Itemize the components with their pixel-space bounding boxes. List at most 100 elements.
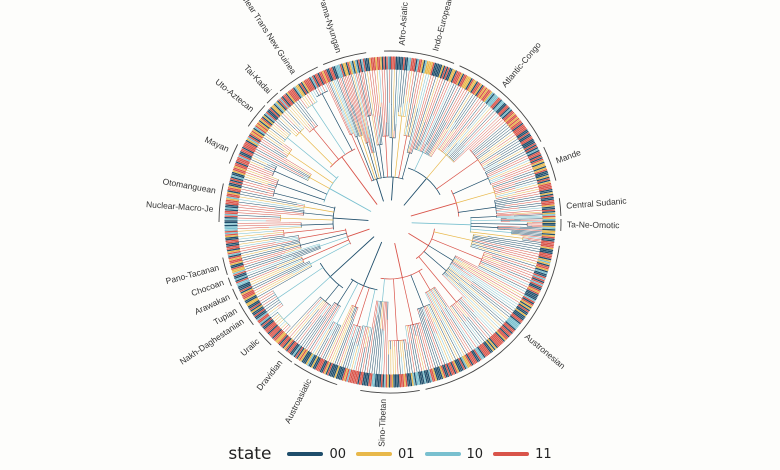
leaf-branch	[308, 299, 324, 316]
tip-mark	[537, 257, 551, 262]
leaf-branch	[407, 342, 413, 374]
leaf-branch	[522, 237, 531, 239]
family-bracket-pama-nyungan	[323, 52, 367, 66]
leaf-branch	[346, 128, 351, 136]
tip-mark	[375, 56, 378, 71]
tip-mark	[517, 304, 530, 313]
tip-mark	[274, 102, 285, 113]
tip-mark	[373, 57, 377, 71]
tip-mark	[361, 372, 366, 386]
tip-mark	[293, 87, 302, 99]
tip-mark	[264, 321, 275, 331]
tip-mark	[436, 366, 442, 380]
clade-spoke	[403, 177, 428, 206]
leaf-branch	[267, 183, 277, 187]
tip-mark	[501, 325, 512, 335]
tip-mark	[230, 177, 244, 183]
family-label-ta-ne-omotic: Ta-Ne-Omotic	[567, 219, 620, 230]
leaf-branch	[447, 97, 480, 143]
tip-mark	[510, 314, 522, 323]
tip-mark	[533, 164, 546, 171]
tip-mark	[241, 289, 254, 297]
tip-mark	[521, 138, 534, 147]
leaf-branch	[283, 325, 291, 333]
tip-mark	[322, 361, 329, 374]
leaf-branch	[461, 321, 480, 347]
tip-mark	[514, 126, 526, 136]
leaf-branch	[518, 232, 543, 235]
leaf-branch	[404, 101, 408, 117]
leaf-branch	[414, 72, 422, 106]
leaf-branch	[245, 256, 294, 275]
leaf-branch	[487, 236, 542, 245]
leaf-branch	[359, 71, 368, 113]
leaf-branch	[468, 267, 523, 299]
leaf-branch	[318, 301, 326, 310]
tip-mark	[332, 365, 339, 378]
leaf-branch	[427, 122, 447, 156]
leaf-branch	[402, 351, 406, 375]
tip-mark	[328, 363, 335, 377]
leaf-branch	[500, 274, 529, 288]
tip-mark	[225, 234, 239, 238]
leaf-branch	[461, 278, 510, 318]
tip-mark	[506, 115, 518, 125]
leaf-branch	[511, 231, 520, 233]
leaf-branch	[473, 234, 489, 237]
tip-mark	[481, 89, 490, 101]
subclade-arc	[388, 339, 406, 342]
tip-mark	[442, 364, 448, 378]
leaf-branch	[426, 291, 442, 321]
tip-mark	[539, 189, 553, 193]
tip-mark	[256, 124, 268, 133]
tip-mark	[277, 334, 288, 345]
leaf-branch	[408, 325, 412, 341]
tip-mark	[236, 279, 249, 285]
tip-mark	[541, 201, 555, 205]
leaf-branch	[394, 123, 397, 139]
tip-mark	[443, 364, 449, 377]
clade-spoke	[411, 222, 472, 226]
leaf-branch	[269, 127, 286, 141]
subclade-branch	[276, 183, 325, 201]
leaf-branch	[280, 114, 296, 130]
leaf-branch	[494, 197, 509, 201]
tip-mark	[248, 301, 261, 309]
tip-mark	[249, 133, 262, 141]
family-bracket-arawakan	[232, 288, 239, 300]
leaf-branch	[494, 136, 518, 152]
tip-mark	[537, 260, 551, 265]
leaf-branch	[260, 294, 276, 305]
leaf-branch	[236, 224, 270, 227]
family-bracket-nakh-daghestanian	[244, 312, 254, 326]
leaf-branch	[338, 342, 348, 367]
subclade-branch	[283, 227, 334, 234]
leaf-branch	[236, 217, 281, 220]
tip-mark	[380, 374, 383, 388]
tip-mark	[515, 308, 527, 317]
tip-mark	[428, 61, 434, 75]
leaf-branch	[294, 128, 300, 134]
tip-mark	[272, 328, 282, 339]
leaf-branch	[465, 321, 484, 344]
leaf-branch	[421, 144, 425, 152]
tip-mark	[540, 246, 554, 250]
tip-mark	[376, 373, 379, 388]
tip-mark	[345, 62, 351, 76]
leaf-branch	[490, 254, 536, 270]
tip-mark	[225, 205, 239, 209]
subclade-branch	[273, 192, 336, 209]
tip-mark	[228, 255, 242, 260]
leaf-branch	[253, 152, 309, 181]
tip-mark	[315, 358, 323, 371]
leaf-branch	[403, 94, 407, 117]
leaf-branch	[297, 322, 314, 344]
tip-mark	[528, 285, 541, 292]
tip-mark	[351, 60, 356, 74]
tip-mark	[444, 363, 451, 377]
tip-mark	[430, 368, 436, 382]
leaf-branch	[278, 320, 286, 328]
tip-mark	[426, 369, 431, 383]
leaf-branch	[417, 76, 439, 140]
leaf-branch	[265, 132, 282, 145]
